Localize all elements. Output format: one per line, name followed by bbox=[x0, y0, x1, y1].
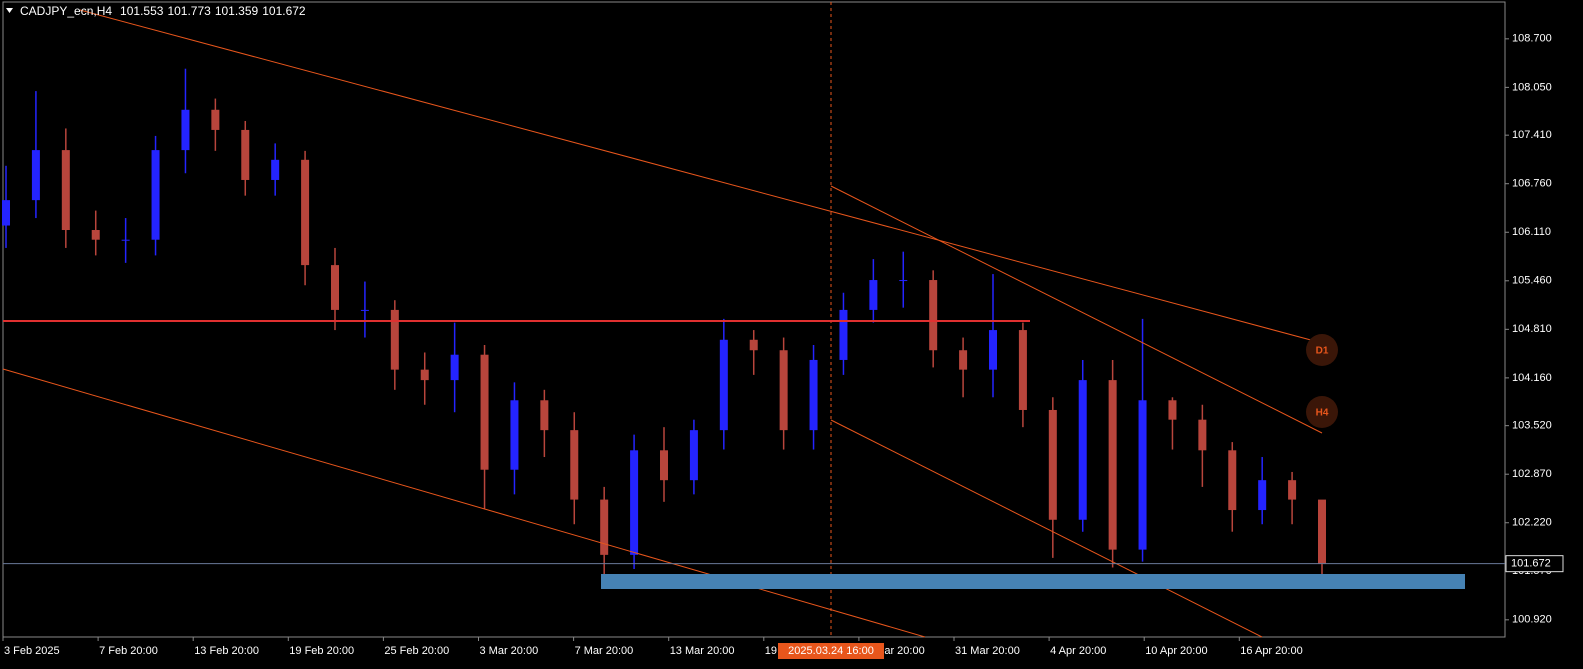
x-tick-label: 3 Mar 20:00 bbox=[480, 645, 539, 657]
y-tick-label: 106.760 bbox=[1512, 178, 1552, 190]
y-tick-label: 100.920 bbox=[1512, 614, 1552, 626]
candle-body bbox=[420, 369, 429, 381]
trendline bbox=[2, 368, 926, 638]
y-tick-label: 106.110 bbox=[1512, 226, 1551, 238]
candle-body bbox=[689, 430, 698, 481]
candle-body bbox=[1168, 400, 1177, 420]
candle-body bbox=[271, 159, 280, 180]
y-tick-label: 103.520 bbox=[1512, 420, 1552, 432]
y-tick-label: 102.870 bbox=[1512, 468, 1552, 480]
marker-label: D1 bbox=[1316, 346, 1329, 357]
cursor-time-label: 2025.03.24 16:00 bbox=[788, 645, 874, 657]
candle-body bbox=[360, 309, 369, 311]
low-value: 101.359 bbox=[215, 4, 259, 18]
axes: 108.700 108.050 107.410 106.760 106.110 105.4… bbox=[2, 33, 1564, 659]
candle-body bbox=[121, 239, 130, 241]
chart-header: CADJPY_ecn,H4 101.553 101.773 101.359 101.67… bbox=[20, 4, 306, 18]
cursor-time-box bbox=[778, 643, 884, 659]
candle-body bbox=[450, 354, 459, 381]
trendline bbox=[830, 419, 1263, 638]
x-tick-label: 10 Apr 20:00 bbox=[1145, 645, 1207, 657]
candle-body bbox=[809, 359, 818, 431]
plot-border bbox=[2, 1, 1506, 638]
candle-body bbox=[839, 309, 848, 360]
candle-body bbox=[749, 339, 758, 351]
marker-circle bbox=[1306, 396, 1338, 428]
y-tick-label: 104.160 bbox=[1512, 372, 1552, 384]
candle-body bbox=[929, 280, 938, 351]
symbol: CADJPY_ecn,H4 bbox=[20, 4, 112, 18]
y-tick-label: 105.460 bbox=[1512, 275, 1552, 287]
candle-body bbox=[390, 309, 399, 370]
candle-body bbox=[1228, 450, 1237, 511]
y-tick-label: 108.050 bbox=[1512, 81, 1552, 93]
candle-body bbox=[630, 450, 639, 555]
last-price-label: 101.672 bbox=[1511, 558, 1551, 570]
menu-arrow[interactable] bbox=[6, 8, 13, 13]
candle-body bbox=[1108, 380, 1117, 550]
candle-body bbox=[1318, 499, 1326, 564]
candle-body bbox=[660, 450, 668, 481]
open-value: 101.553 bbox=[120, 4, 164, 18]
high-value: 101.773 bbox=[167, 4, 211, 18]
candle-body bbox=[151, 150, 160, 240]
x-tick-label: 7 Feb 20:00 bbox=[99, 645, 158, 657]
candle-body bbox=[1258, 480, 1267, 511]
candle-body bbox=[61, 150, 70, 231]
y-tick-label: 102.220 bbox=[1512, 517, 1552, 529]
candle-body bbox=[1018, 330, 1027, 410]
candle-body bbox=[480, 354, 489, 470]
x-tick-label: 3 Feb 2025 bbox=[4, 645, 60, 657]
candle-body bbox=[1198, 419, 1207, 451]
candle-body bbox=[779, 350, 788, 431]
candle-body bbox=[31, 150, 40, 201]
marker-circle bbox=[1306, 334, 1338, 366]
candle-body bbox=[510, 400, 519, 470]
close-value: 101.672 bbox=[262, 4, 306, 18]
y-tick-label: 104.810 bbox=[1512, 323, 1552, 335]
trendline bbox=[79, 9, 1323, 344]
y-tick-label: 107.410 bbox=[1512, 129, 1552, 141]
last-price-box bbox=[1505, 555, 1564, 573]
candle-body bbox=[570, 430, 579, 500]
x-tick-label: 7 Mar 20:00 bbox=[575, 645, 634, 657]
candle-body bbox=[1048, 409, 1057, 520]
candle-body bbox=[301, 159, 310, 266]
x-tick-label: 19 Feb 20:00 bbox=[289, 645, 354, 657]
candle-body bbox=[989, 330, 997, 370]
candle-body bbox=[959, 350, 968, 370]
candle-body bbox=[331, 265, 339, 310]
y-tick-label: 108.700 bbox=[1512, 33, 1552, 45]
trendline bbox=[830, 185, 1323, 434]
marker-label: H4 bbox=[1316, 408, 1329, 419]
candle-body bbox=[1078, 380, 1087, 520]
x-tick-label: 25 Feb 20:00 bbox=[384, 645, 449, 657]
x-tick-label: 13 Mar 20:00 bbox=[670, 645, 735, 657]
candles bbox=[2, 68, 1326, 587]
candle-body bbox=[91, 230, 100, 240]
x-tick-label: 31 Mar 20:00 bbox=[955, 645, 1020, 657]
candle-body bbox=[719, 339, 728, 431]
candle-body bbox=[899, 280, 908, 282]
x-tick-label: 16 Apr 20:00 bbox=[1240, 645, 1302, 657]
candle-body bbox=[1288, 480, 1297, 500]
candle-body bbox=[241, 129, 250, 180]
candle-body bbox=[869, 280, 878, 310]
candle-body bbox=[2, 200, 10, 226]
candle-body bbox=[1138, 400, 1147, 550]
candle-body bbox=[540, 400, 549, 431]
x-tick-label: 4 Apr 20:00 bbox=[1050, 645, 1106, 657]
x-tick-label: 13 Feb 20:00 bbox=[194, 645, 259, 657]
candle-body bbox=[600, 499, 609, 555]
candle-body bbox=[181, 109, 190, 151]
candle-body bbox=[211, 109, 220, 130]
support-zone bbox=[601, 574, 1465, 589]
